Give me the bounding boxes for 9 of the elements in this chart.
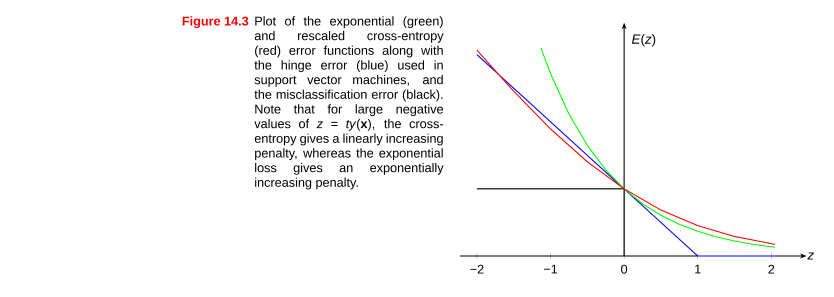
- x-tick-label: −2: [470, 264, 484, 274]
- x-axis-title: z: [807, 252, 814, 260]
- x-tick-label: 0: [621, 264, 628, 274]
- text: Plot of the exponential (green) and rescaled cross-entropy (red) error functions along with the hinge error (blue) used in support vector machines, and the misclassification error (black). Note that for large negative values of z = ty(x), the cross-entropy gives a linearly increasing penalty, whereas the exponential loss gives an exponentially increasing penalty.: [254, 16, 444, 190]
- x-tick-label: 1: [695, 264, 701, 274]
- x-tick-label: 2: [768, 264, 774, 274]
- x-tick-label: −1: [544, 264, 558, 274]
- text: Figure 14.3: [182, 16, 248, 28]
- y-axis-title: E(z): [632, 34, 656, 46]
